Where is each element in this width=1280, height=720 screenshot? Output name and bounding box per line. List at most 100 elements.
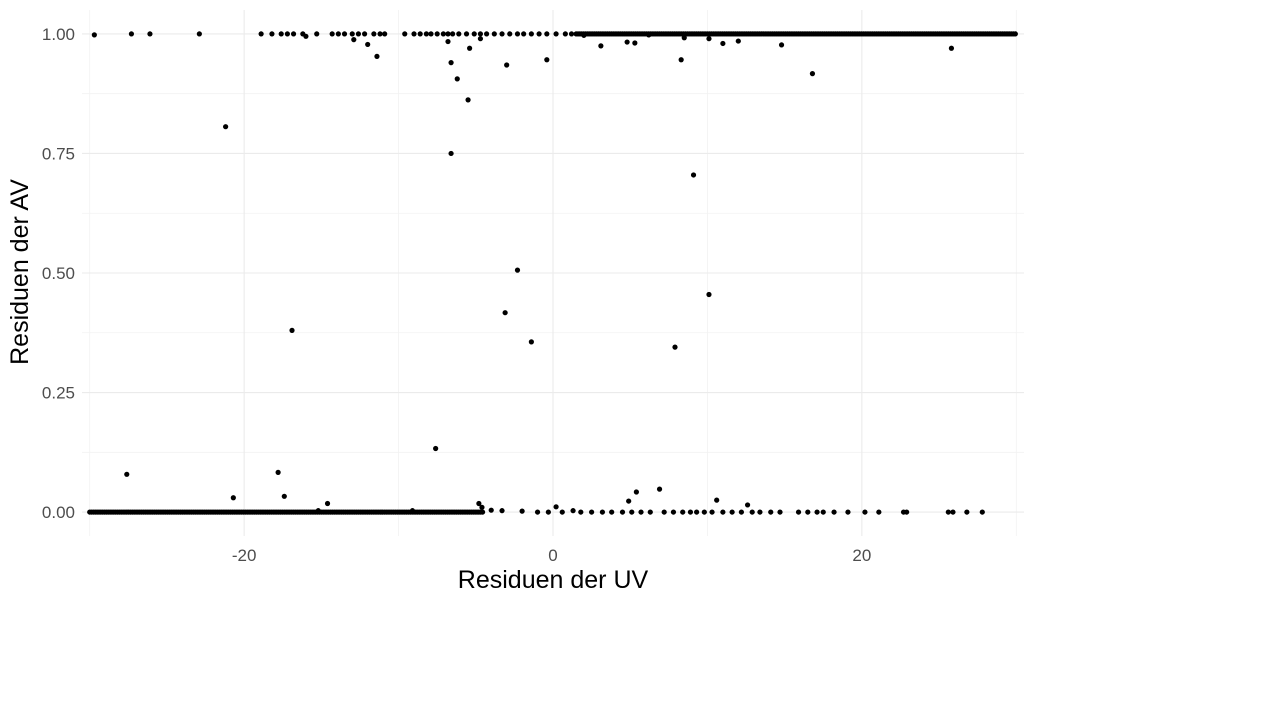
data-point [862, 509, 868, 515]
grid-lines [82, 10, 1024, 536]
data-point [578, 509, 584, 515]
data-point [423, 31, 429, 37]
data-point [351, 37, 357, 43]
data-point [647, 509, 653, 515]
data-point [450, 31, 456, 37]
data-point [417, 31, 423, 37]
data-point [599, 509, 606, 515]
data-point [706, 36, 712, 42]
data-point [377, 31, 383, 37]
data-point [950, 509, 956, 515]
data-point [738, 509, 745, 515]
data-point [544, 31, 550, 37]
data-point [624, 39, 630, 45]
data-point [230, 495, 236, 501]
data-point [720, 40, 726, 47]
data-point [502, 310, 508, 316]
data-point [448, 60, 454, 66]
data-point [749, 509, 755, 515]
data-point [690, 172, 697, 178]
data-point [589, 509, 595, 515]
x-tick-label: -20 [232, 546, 257, 565]
data-point [411, 31, 417, 37]
data-point [778, 42, 785, 48]
data-point [484, 31, 490, 37]
data-point [544, 57, 550, 63]
data-point [477, 31, 484, 37]
data-point [402, 31, 408, 37]
data-points [87, 31, 1018, 515]
data-point [433, 445, 439, 452]
data-point [514, 267, 521, 273]
data-point [568, 31, 575, 37]
data-point [428, 31, 434, 37]
data-point [434, 31, 440, 37]
data-point [553, 504, 559, 510]
x-tick-label: 20 [852, 546, 871, 565]
data-point [289, 327, 295, 333]
data-point [465, 97, 471, 103]
data-point [528, 339, 534, 345]
data-point [303, 33, 309, 39]
data-point [499, 31, 505, 37]
data-point [91, 32, 97, 38]
data-point [1012, 31, 1018, 37]
data-point [467, 45, 473, 51]
data-point [814, 509, 820, 515]
data-point [365, 41, 371, 48]
data-point [315, 508, 321, 514]
data-point [744, 502, 751, 508]
y-tick-label: 0.75 [42, 144, 75, 163]
data-point [805, 509, 811, 515]
data-point [275, 469, 281, 475]
data-point [519, 508, 525, 514]
data-point [619, 509, 626, 515]
data-point [809, 71, 816, 77]
data-point [445, 38, 451, 45]
data-point [656, 486, 663, 492]
data-point [382, 31, 388, 37]
data-point [694, 509, 700, 515]
data-point [440, 31, 446, 37]
data-point [757, 509, 763, 515]
data-point [948, 45, 955, 51]
data-point [845, 509, 851, 515]
data-point [562, 31, 568, 37]
data-point [633, 489, 639, 495]
data-point [341, 31, 348, 37]
data-point [488, 507, 494, 513]
data-point [680, 509, 686, 515]
data-point [687, 509, 694, 515]
data-point [454, 76, 460, 82]
y-tick-label: 0.50 [42, 264, 75, 283]
data-point [626, 498, 632, 504]
data-point [476, 500, 482, 507]
data-point [720, 509, 726, 515]
data-point [701, 509, 707, 515]
y-tick-label: 0.00 [42, 503, 75, 522]
data-point [324, 500, 331, 507]
data-point [706, 291, 712, 298]
data-point [545, 509, 551, 515]
data-point [335, 31, 341, 37]
data-point [147, 31, 153, 37]
data-point [456, 31, 462, 37]
data-point [581, 32, 587, 38]
data-point [609, 509, 615, 515]
y-tick-label: 1.00 [42, 25, 75, 44]
data-point [672, 344, 678, 350]
tick-labels: -20 0 20 0.00 0.25 0.50 0.75 1.00 [42, 25, 871, 565]
data-point [409, 508, 416, 514]
data-point [479, 504, 485, 510]
data-point [714, 497, 720, 503]
data-point [979, 509, 985, 515]
data-point [632, 40, 638, 46]
data-point [314, 31, 320, 37]
data-point [534, 509, 541, 515]
data-point [681, 35, 687, 41]
data-point [820, 509, 826, 515]
data-point [646, 32, 652, 38]
data-point [124, 471, 130, 477]
data-point [876, 509, 882, 515]
